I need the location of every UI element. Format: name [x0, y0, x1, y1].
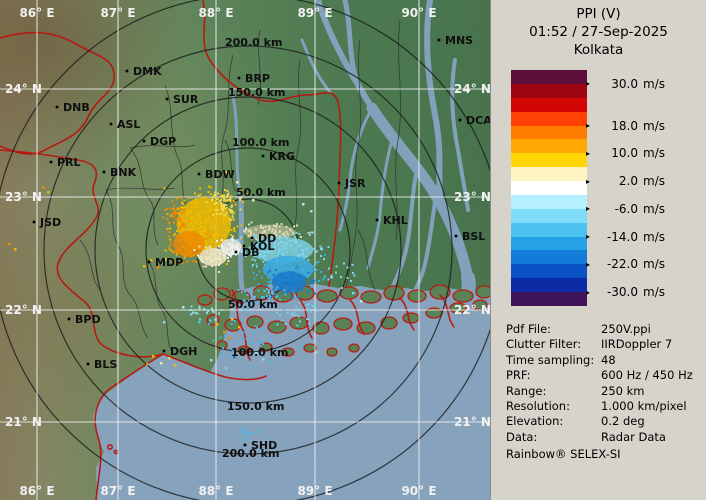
info-label: PRF:: [506, 368, 531, 383]
info-row: PRF: 600 Hz / 450 Hz: [506, 368, 693, 383]
velocity-label--14.0: ▸ -14.0 m/s: [586, 229, 665, 245]
info-value: 250V.ppi: [601, 322, 651, 336]
velocity-band-10: [511, 208, 587, 223]
velocity-value: -30.0: [606, 285, 638, 300]
product-title: PPI (V): [576, 6, 621, 22]
arrow-icon: ▸: [586, 287, 591, 297]
velocity-colorbar: [511, 70, 587, 306]
info-value: 250 km: [601, 383, 645, 398]
velocity-value: 10.0: [611, 146, 638, 161]
station-name: Kolkata: [573, 42, 624, 58]
info-value: Radar Data: [601, 429, 666, 444]
info-value: 48: [601, 352, 616, 367]
velocity-value: -6.0: [614, 201, 638, 216]
info-row: Data: Radar Data: [506, 430, 693, 445]
velocity-band-4: [511, 125, 587, 140]
velocity-band-8: [511, 181, 587, 195]
panel-header: PPI (V) 01:52 / 27-Sep-2025 Kolkata: [491, 5, 706, 59]
velocity-label-10.0: ▸ 10.0 m/s: [586, 145, 665, 161]
info-panel: PPI (V) 01:52 / 27-Sep-2025 Kolkata ▸ 30.…: [490, 0, 706, 500]
velocity-unit: m/s: [643, 76, 665, 91]
info-label: Time sampling:: [506, 352, 595, 367]
info-row: Range: 250 km: [506, 384, 693, 399]
arrow-icon: ▸: [586, 79, 591, 89]
velocity-band-6: [511, 153, 587, 168]
arrow-icon: ▸: [586, 204, 591, 214]
velocity-unit: m/s: [643, 146, 665, 161]
velocity-band-1: [511, 83, 587, 98]
info-row: Pdf File: 250V.ppi: [506, 322, 693, 337]
info-label: Range:: [506, 383, 547, 398]
arrow-icon: ▸: [586, 176, 591, 186]
info-label: Pdf File:: [506, 322, 552, 336]
velocity-unit: m/s: [643, 257, 665, 272]
info-value: 600 Hz / 450 Hz: [601, 368, 693, 383]
scan-datetime: 01:52 / 27-Sep-2025: [529, 24, 668, 40]
arrow-icon: ▸: [586, 121, 591, 131]
velocity-unit: m/s: [643, 285, 665, 300]
velocity-band-11: [511, 222, 587, 237]
velocity-label--6.0: ▸ -6.0 m/s: [586, 201, 665, 217]
velocity-value: 18.0: [611, 118, 638, 133]
info-row: Elevation: 0.2 deg: [506, 414, 693, 429]
info-row: Resolution: 1.000 km/pixel: [506, 399, 693, 414]
velocity-band-14: [511, 264, 587, 279]
info-value: IIRDoppler 7: [601, 337, 673, 352]
velocity-band-2: [511, 97, 587, 112]
velocity-band-9: [511, 194, 587, 209]
dither-noise-overlay: [0, 0, 490, 500]
velocity-band-3: [511, 111, 587, 126]
velocity-band-5: [511, 139, 587, 154]
velocity-band-15: [511, 278, 587, 292]
info-label: Data:: [506, 429, 538, 444]
velocity-label--30.0: ▸ -30.0 m/s: [586, 284, 665, 300]
info-label: Clutter Filter:: [506, 337, 582, 352]
velocity-unit: m/s: [643, 201, 665, 216]
velocity-label-18.0: ▸ 18.0 m/s: [586, 118, 665, 134]
velocity-value: 2.0: [618, 174, 638, 189]
velocity-label--22.0: ▸ -22.0 m/s: [586, 256, 665, 272]
arrow-icon: ▸: [586, 232, 591, 242]
software-brand: Rainbow® SELEX-SI: [506, 447, 621, 461]
velocity-unit: m/s: [643, 229, 665, 244]
velocity-value: -14.0: [606, 229, 638, 244]
info-row: Clutter Filter: IIRDoppler 7: [506, 337, 693, 352]
velocity-band-7: [511, 167, 587, 181]
velocity-unit: m/s: [643, 118, 665, 133]
velocity-band-13: [511, 250, 587, 265]
velocity-label-30.0: ▸ 30.0 m/s: [586, 76, 665, 92]
info-label: Resolution:: [506, 399, 570, 414]
scan-info-table: Pdf File: 250V.ppi Clutter Filter: IIRDoppl…: [506, 322, 693, 445]
velocity-value: -22.0: [606, 257, 638, 272]
arrow-icon: ▸: [586, 148, 591, 158]
arrow-icon: ▸: [586, 259, 591, 269]
velocity-value: 30.0: [611, 76, 638, 91]
velocity-label-2.0: ▸ 2.0 m/s: [586, 173, 665, 189]
velocity-band-0: [511, 70, 587, 84]
info-value: 1.000 km/pixel: [601, 399, 687, 414]
velocity-unit: m/s: [643, 174, 665, 189]
velocity-band-12: [511, 236, 587, 251]
velocity-band-16: [511, 292, 587, 306]
info-value: 0.2 deg: [601, 414, 645, 429]
info-label: Elevation:: [506, 414, 564, 429]
info-row: Time sampling: 48: [506, 353, 693, 368]
